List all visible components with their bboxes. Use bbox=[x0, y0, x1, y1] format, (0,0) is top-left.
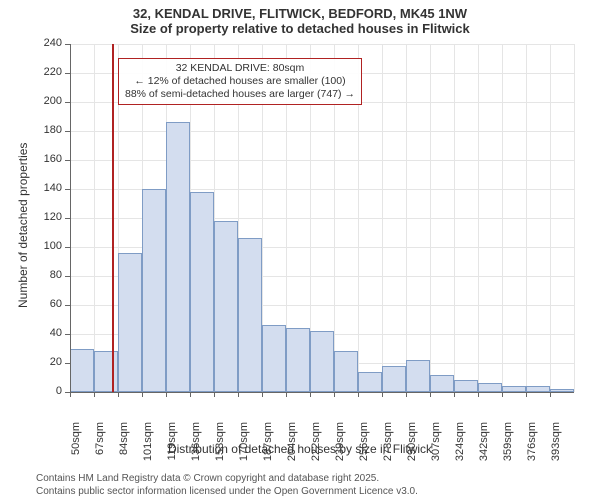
y-axis-label: Number of detached properties bbox=[16, 143, 30, 308]
annotation-box: 32 KENDAL DRIVE: 80sqm← 12% of detached … bbox=[118, 58, 362, 105]
histogram-bar bbox=[70, 349, 94, 393]
y-tick-label: 60 bbox=[32, 298, 62, 310]
grid-line-vertical bbox=[526, 44, 527, 392]
histogram-plot: 02040608010012014016018020022024050sqm67… bbox=[70, 44, 574, 392]
y-tick-label: 140 bbox=[32, 182, 62, 194]
grid-line-vertical bbox=[574, 44, 575, 392]
y-tick-label: 160 bbox=[32, 153, 62, 165]
property-marker-line bbox=[112, 44, 114, 392]
annotation-line-2: ← 12% of detached houses are smaller (10… bbox=[125, 75, 355, 88]
grid-line-horizontal bbox=[70, 44, 574, 45]
y-tick-label: 80 bbox=[32, 269, 62, 281]
x-axis-label: Distribution of detached houses by size … bbox=[0, 442, 600, 456]
y-tick-label: 200 bbox=[32, 95, 62, 107]
annotation-line-3: 88% of semi-detached houses are larger (… bbox=[125, 88, 355, 101]
grid-line-horizontal bbox=[70, 131, 574, 132]
y-tick-label: 20 bbox=[32, 356, 62, 368]
grid-line-vertical bbox=[502, 44, 503, 392]
y-tick-label: 0 bbox=[32, 385, 62, 397]
grid-line-vertical bbox=[382, 44, 383, 392]
histogram-bar bbox=[430, 375, 454, 392]
histogram-bar bbox=[286, 328, 310, 392]
x-axis-line bbox=[70, 392, 574, 393]
histogram-bar bbox=[142, 189, 166, 392]
y-tick-label: 120 bbox=[32, 211, 62, 223]
histogram-bar bbox=[478, 383, 502, 392]
histogram-bar bbox=[382, 366, 406, 392]
grid-line-vertical bbox=[478, 44, 479, 392]
annotation-line-1: 32 KENDAL DRIVE: 80sqm bbox=[125, 62, 355, 75]
histogram-bar bbox=[190, 192, 214, 392]
histogram-bar bbox=[94, 351, 118, 392]
footer-line-1: Contains HM Land Registry data © Crown c… bbox=[36, 473, 379, 484]
histogram-bar bbox=[214, 221, 238, 392]
y-tick-label: 240 bbox=[32, 37, 62, 49]
histogram-bar bbox=[238, 238, 262, 392]
grid-line-vertical bbox=[550, 44, 551, 392]
y-axis-line bbox=[70, 44, 71, 392]
histogram-bar bbox=[454, 380, 478, 392]
histogram-bar bbox=[358, 372, 382, 392]
histogram-bar bbox=[406, 360, 430, 392]
grid-line-vertical bbox=[94, 44, 95, 392]
histogram-bar bbox=[262, 325, 286, 392]
histogram-bar bbox=[334, 351, 358, 392]
histogram-bar bbox=[166, 122, 190, 392]
y-tick-label: 40 bbox=[32, 327, 62, 339]
y-tick-label: 220 bbox=[32, 66, 62, 78]
title-line-1: 32, KENDAL DRIVE, FLITWICK, BEDFORD, MK4… bbox=[0, 6, 600, 21]
grid-line-vertical bbox=[454, 44, 455, 392]
y-tick-label: 180 bbox=[32, 124, 62, 136]
chart-title: 32, KENDAL DRIVE, FLITWICK, BEDFORD, MK4… bbox=[0, 6, 600, 36]
histogram-bar bbox=[310, 331, 334, 392]
footer-line-2: Contains public sector information licen… bbox=[36, 486, 418, 497]
y-tick-label: 100 bbox=[32, 240, 62, 252]
histogram-bar bbox=[118, 253, 142, 392]
grid-line-horizontal bbox=[70, 160, 574, 161]
grid-line-vertical bbox=[430, 44, 431, 392]
grid-line-vertical bbox=[406, 44, 407, 392]
title-line-2: Size of property relative to detached ho… bbox=[0, 21, 600, 36]
